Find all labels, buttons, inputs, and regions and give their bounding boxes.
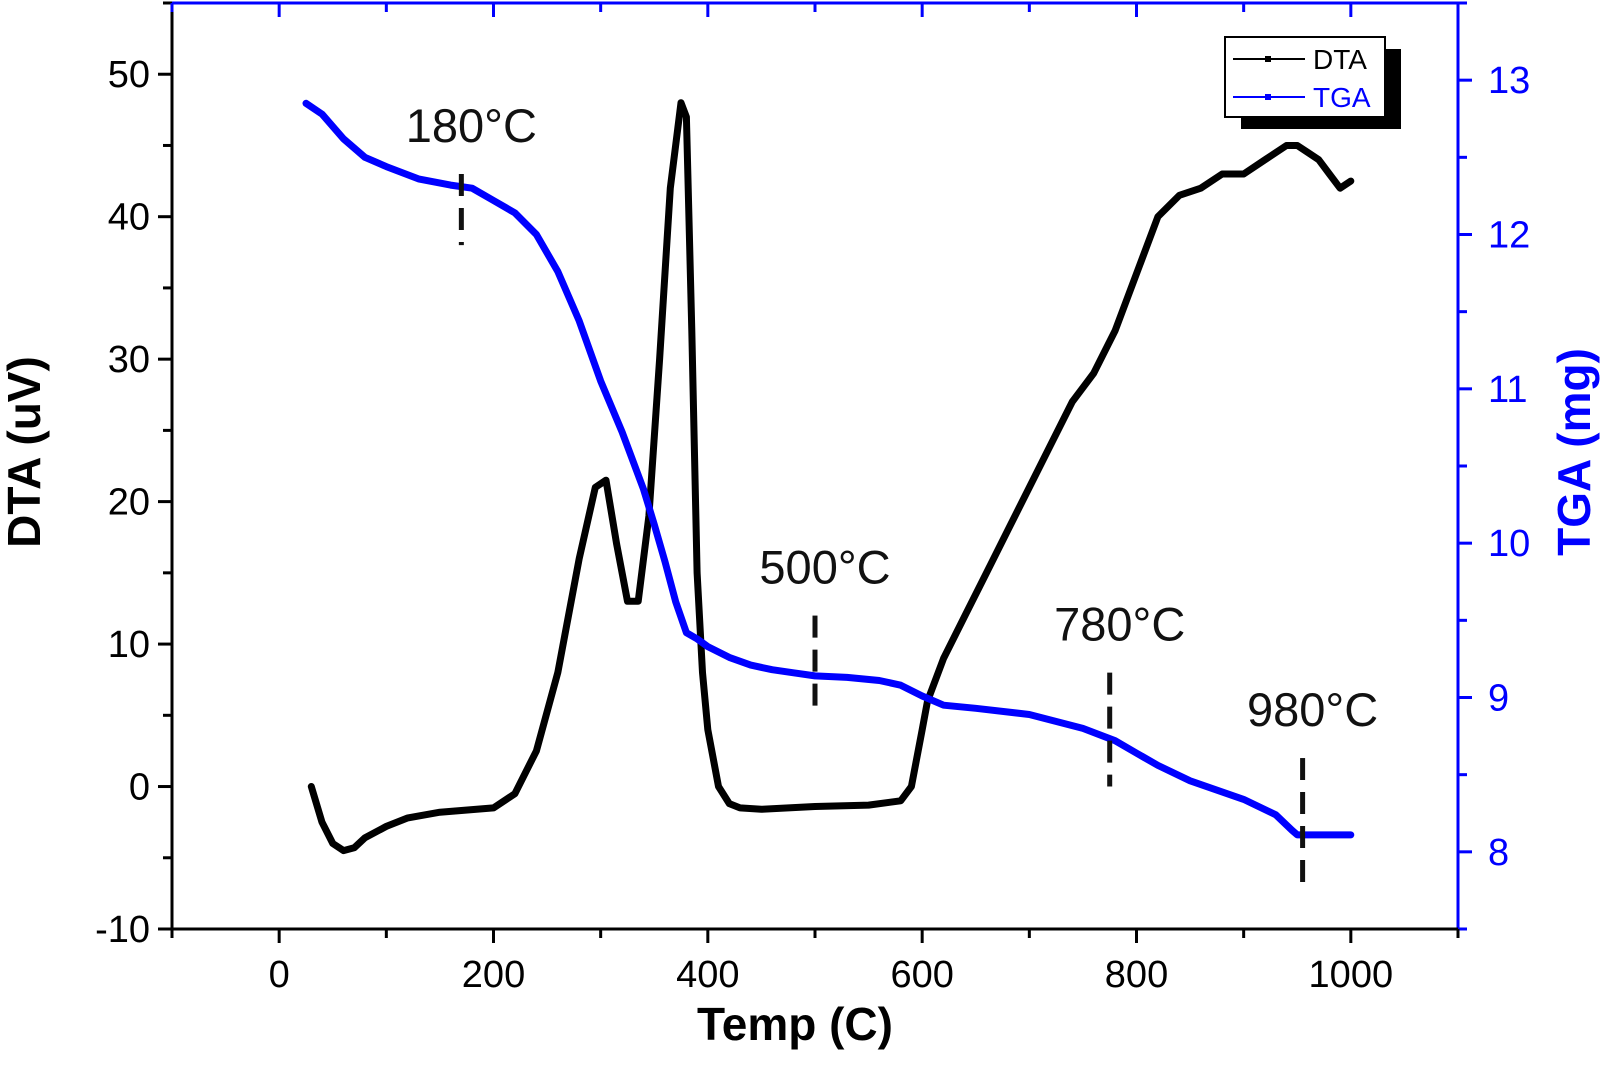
legend-box (1224, 36, 1386, 118)
x-tick-label: 0 (269, 954, 290, 996)
right-y-tick-label: 12 (1488, 215, 1530, 257)
annotation-label: 780°C (1054, 598, 1185, 651)
legend-label-tga: TGA (1313, 82, 1371, 113)
series-tga-line (302, 99, 1355, 839)
left-y-tick-label: 30 (108, 339, 150, 381)
series-dta-line (307, 99, 1355, 855)
right-y-axis: 8 9 10 11 12 13 (1456, 1, 1530, 931)
legend-label-dta: DTA (1313, 44, 1367, 75)
right-y-tick-label: 9 (1488, 678, 1509, 720)
x-tick-label: 600 (890, 954, 953, 996)
legend-marker-tga (1265, 94, 1271, 100)
series-layer (302, 99, 1355, 855)
x-tick-label: 800 (1105, 954, 1168, 996)
x-tick-label: 400 (676, 954, 739, 996)
annotation-layer: 180°C 500°C 780°C 980°C (406, 99, 1378, 887)
left-y-tick-label: 10 (108, 624, 150, 666)
x-tick-label: 1000 (1309, 954, 1394, 996)
annotation-label: 180°C (406, 99, 537, 152)
left-y-tick-label: 20 (108, 482, 150, 524)
right-y-tick-label: 10 (1488, 523, 1530, 565)
right-y-tick-label: 13 (1488, 60, 1530, 102)
x-axis-title: Temp (C) (697, 998, 893, 1050)
annotation-label: 500°C (759, 541, 890, 594)
annotation-label: 980°C (1247, 683, 1378, 736)
legend-marker-dta (1265, 56, 1271, 62)
right-y-tick-label: 8 (1488, 832, 1509, 874)
left-y-axis: -10 0 10 20 30 40 50 (95, 1, 174, 951)
left-y-tick-label: 50 (108, 54, 150, 96)
left-y-axis-title: DTA (uV) (0, 356, 50, 548)
right-y-tick-label: 11 (1488, 369, 1527, 411)
top-axis (170, 1, 1460, 17)
left-y-tick-label: 0 (129, 767, 150, 809)
legend: DTA TGA (1224, 36, 1401, 129)
right-y-axis-title: TGA (mg) (1548, 348, 1600, 556)
left-y-tick-label: -10 (95, 909, 150, 951)
x-tick-label: 200 (462, 954, 525, 996)
x-axis: 0 200 400 600 800 1000 (170, 927, 1460, 996)
left-y-tick-label: 40 (108, 197, 150, 239)
